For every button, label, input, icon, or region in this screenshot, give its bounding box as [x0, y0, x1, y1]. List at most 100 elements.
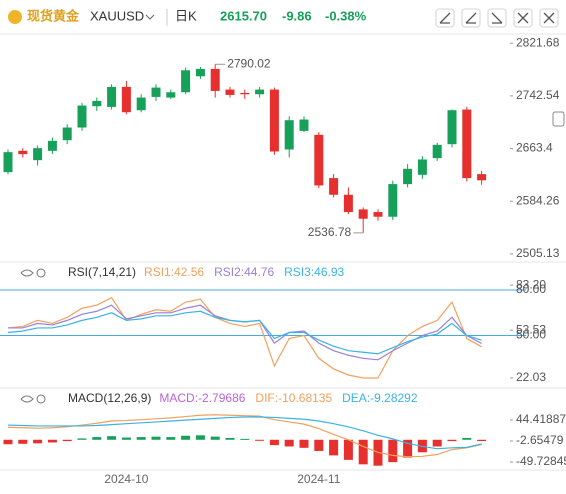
- candle-body: [18, 150, 28, 155]
- macd-bar: [136, 437, 146, 440]
- macd-bar: [166, 437, 176, 440]
- y-tick-label: 2663.4: [516, 141, 553, 155]
- price: 2615.70: [220, 8, 267, 23]
- candle-body: [121, 86, 131, 113]
- tool-button[interactable]: [487, 8, 507, 28]
- candle-body: [269, 89, 279, 152]
- settings-icon[interactable]: [36, 268, 46, 278]
- rsi-line: [7, 296, 482, 379]
- macd-bar: [121, 437, 131, 440]
- legend-value: 44.76: [244, 265, 274, 279]
- candle-body: [136, 97, 146, 111]
- candle-body: [33, 148, 43, 161]
- candle-body: [388, 184, 398, 217]
- erase-icon: [491, 12, 503, 24]
- candle-body: [373, 212, 383, 217]
- lock-icon[interactable]: [552, 111, 565, 127]
- legend-name: MACD:: [159, 391, 198, 405]
- legend-name: RSI2:: [214, 265, 244, 279]
- symbol[interactable]: XAUUSD: [90, 8, 144, 23]
- macd-bar: [343, 439, 353, 460]
- macd-bar: [225, 437, 235, 440]
- legend-value: 42.56: [174, 265, 204, 279]
- change-pct: -0.38%: [325, 8, 367, 23]
- legend-value: -2.79686: [198, 391, 246, 405]
- macd-bar: [33, 439, 43, 444]
- macd-bar: [447, 439, 457, 442]
- candle-body: [195, 68, 205, 77]
- y-tick-label: 22.03: [516, 370, 546, 384]
- macd-bar: [462, 437, 472, 440]
- eye-icon[interactable]: [20, 395, 34, 403]
- macd-bar: [92, 437, 102, 440]
- legend-value: -9.28292: [370, 391, 418, 405]
- period[interactable]: 日K: [175, 8, 197, 23]
- settings-icon[interactable]: [36, 394, 46, 404]
- macd-bar: [181, 435, 191, 440]
- candle-body: [3, 152, 13, 173]
- candle-body: [255, 89, 265, 95]
- candle-body: [107, 86, 117, 107]
- x-tick-label: 2024-10: [104, 472, 148, 486]
- tool-button[interactable]: [461, 8, 481, 28]
- macd-bar: [358, 439, 368, 465]
- candle-body: [240, 92, 250, 95]
- macd-bar: [284, 439, 294, 447]
- reference-label: 50.00: [516, 328, 546, 342]
- tool-button[interactable]: [539, 8, 559, 28]
- rsi-line: [8, 304, 482, 361]
- candle-body: [151, 87, 161, 97]
- panel-title: RSI(7,14,21): [68, 265, 136, 279]
- candle-body: [314, 134, 324, 186]
- macd-bar: [18, 439, 28, 444]
- y-tick-label: 83.20: [516, 277, 546, 291]
- legend-name: DEA:: [342, 391, 370, 405]
- legend-name: DIF:: [255, 391, 278, 405]
- macd-bar: [403, 439, 413, 458]
- macd-bar: [107, 436, 117, 440]
- change: -9.86: [282, 8, 312, 23]
- candle-body: [329, 178, 339, 195]
- macd-bar: [314, 439, 324, 451]
- close-icon: [543, 12, 555, 24]
- candle-body: [225, 89, 235, 95]
- macd-bar: [47, 439, 57, 443]
- legend-value: 46.93: [314, 265, 344, 279]
- macd-bar: [255, 439, 265, 441]
- macd-bar: [477, 439, 487, 442]
- tool-button[interactable]: [513, 8, 533, 28]
- draw-icon: [439, 12, 451, 24]
- y-tick-label: -49.72845: [516, 454, 566, 468]
- dropdown-caret[interactable]: [145, 14, 155, 20]
- macd-bar: [388, 439, 398, 463]
- y-tick-label: 44.41887: [516, 412, 566, 426]
- macd-line: [7, 416, 482, 450]
- macd-bar: [195, 435, 205, 440]
- macd-bar: [62, 439, 72, 442]
- low-label: 2536.78: [308, 225, 352, 239]
- candle-body: [403, 168, 413, 185]
- tool-button[interactable]: [435, 8, 455, 28]
- macd-bar: [77, 438, 87, 440]
- macd-bar: [432, 439, 442, 447]
- macd-bar: [210, 436, 220, 440]
- candle-body: [358, 209, 368, 219]
- macd-bar: [269, 439, 279, 446]
- y-tick-label: 2505.13: [516, 246, 560, 260]
- eye-icon[interactable]: [20, 269, 34, 277]
- reference-label: 80.00: [516, 282, 546, 296]
- legend-name: RSI1:: [144, 265, 174, 279]
- candle-body: [432, 144, 442, 159]
- legend-value: -10.68135: [278, 391, 332, 405]
- rsi-line: [7, 310, 482, 355]
- candle-body: [77, 105, 87, 128]
- candle-body: [284, 120, 294, 150]
- macd-line: [7, 414, 482, 458]
- candle-body: [447, 110, 457, 145]
- macd-bar: [329, 439, 339, 456]
- y-tick-label: -2.65479: [516, 433, 564, 447]
- edit-icon: [465, 12, 477, 24]
- candle-body: [210, 68, 220, 91]
- candle-body: [477, 174, 487, 181]
